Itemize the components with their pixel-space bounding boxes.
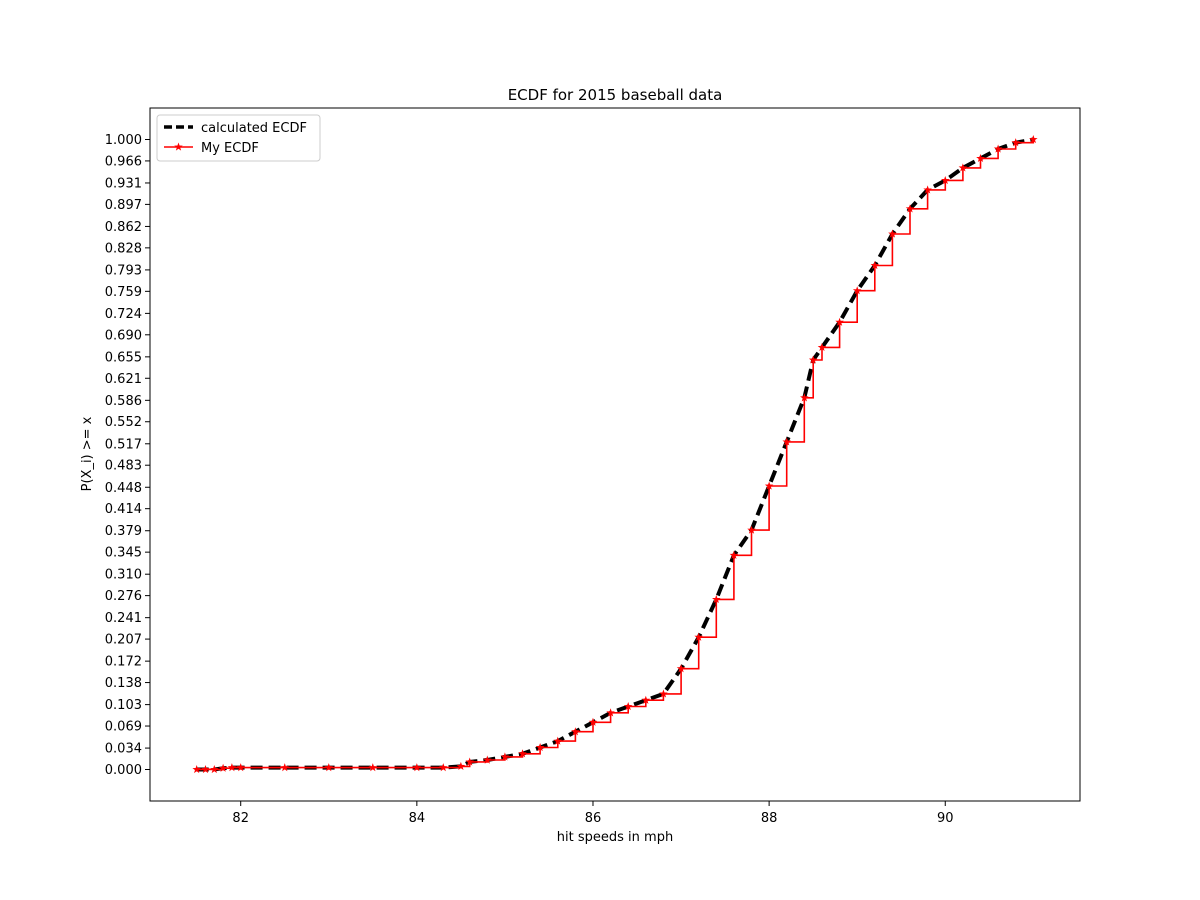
my-ecdf-point [641, 695, 651, 704]
y-tick-label: 0.138 [105, 676, 142, 691]
y-tick-label: 0.172 [105, 655, 142, 670]
series-line-my-ecdf [196, 139, 1035, 771]
y-tick-label: 0.966 [105, 154, 142, 169]
my-ecdf-point [483, 755, 492, 764]
my-ecdf-point [500, 752, 510, 761]
y-tick-label: 0.069 [105, 720, 142, 735]
my-ecdf-point [676, 664, 686, 673]
my-ecdf-point [835, 317, 844, 326]
x-tick-label: 90 [937, 811, 954, 826]
my-ecdf-point [438, 763, 448, 772]
my-ecdf-point [606, 708, 615, 717]
my-ecdf-point [588, 717, 598, 726]
y-tick-label: 0.655 [105, 350, 142, 365]
my-ecdf-point [1011, 138, 1020, 147]
my-ecdf-point [280, 763, 290, 772]
x-tick-label: 84 [409, 811, 426, 826]
my-ecdf-point [324, 763, 334, 772]
y-axis-label: P(X_i) >= x [80, 416, 95, 491]
my-ecdf-point [729, 550, 739, 559]
my-ecdf-point [192, 765, 201, 774]
my-ecdf-point [465, 757, 474, 766]
my-ecdf-point [553, 736, 563, 745]
y-tick-label: 0.345 [105, 546, 142, 561]
my-ecdf-point [412, 763, 422, 772]
my-ecdf-point [940, 175, 950, 185]
my-ecdf-point [210, 765, 219, 774]
y-tick-label: 1.000 [105, 133, 142, 148]
my-ecdf-point [712, 594, 721, 604]
my-ecdf-point [201, 765, 210, 774]
my-ecdf-point [218, 763, 228, 772]
my-ecdf-point [958, 163, 968, 172]
my-ecdf-point [456, 761, 466, 770]
my-ecdf-point [993, 144, 1003, 153]
y-tick-label: 0.586 [105, 394, 142, 409]
y-tick-label: 0.759 [105, 285, 142, 300]
x-axis-label: hit speeds in mph [557, 830, 673, 845]
y-tick-label: 0.034 [105, 742, 142, 757]
my-ecdf-point [888, 229, 897, 238]
my-ecdf-point [518, 749, 527, 758]
y-tick-label: 0.241 [105, 611, 142, 626]
chart-title: ECDF for 2015 baseball data [508, 86, 723, 104]
my-ecdf-point [694, 632, 703, 641]
y-tick-label: 0.103 [105, 698, 142, 713]
legend-label-calculated-ecdf: calculated ECDF [201, 121, 307, 136]
my-ecdf-point [817, 342, 827, 352]
legend-star-icon [174, 142, 183, 151]
my-ecdf-point [923, 185, 932, 194]
x-tick-label: 82 [232, 811, 249, 826]
y-tick-label: 0.828 [105, 241, 142, 256]
y-tick-label: 0.483 [105, 459, 142, 474]
y-tick-label: 0.414 [105, 502, 142, 517]
my-ecdf-point [808, 355, 818, 364]
my-ecdf-point [905, 204, 915, 213]
my-ecdf-point [1029, 135, 1038, 144]
legend-box [156, 114, 321, 162]
y-tick-label: 0.724 [105, 307, 142, 322]
y-tick-label: 0.690 [105, 328, 142, 343]
y-tick-label: 0.448 [105, 481, 142, 496]
my-ecdf-point [764, 481, 774, 490]
series-layer [192, 135, 1038, 774]
my-ecdf-point [227, 763, 237, 772]
y-tick-label: 0.517 [105, 437, 142, 452]
my-ecdf-point [870, 261, 880, 270]
x-tick-label: 86 [585, 811, 602, 826]
my-ecdf-point [976, 153, 985, 163]
y-tick-label: 0.793 [105, 263, 142, 278]
y-tick-label: 0.931 [105, 176, 142, 191]
my-ecdf-point [535, 742, 545, 752]
my-ecdf-point [800, 393, 809, 402]
my-ecdf-point [852, 286, 862, 295]
legend-label-my-ecdf: My ECDF [201, 141, 259, 156]
x-tick-label: 88 [761, 811, 778, 826]
my-ecdf-point [659, 689, 668, 698]
y-tick-label: 0.552 [105, 415, 142, 430]
x-axis-ticks: 82 84 86 88 90 [232, 801, 954, 826]
my-ecdf-point [782, 437, 792, 446]
legend: calculated ECDF My ECDF [156, 114, 321, 162]
y-tick-label: 0.276 [105, 589, 142, 604]
plot-frame [149, 107, 1081, 802]
my-ecdf-point [747, 525, 756, 534]
y-tick-label: 0.379 [105, 524, 142, 539]
y-tick-label: 0.000 [105, 763, 142, 778]
y-tick-label: 0.207 [105, 633, 142, 648]
my-ecdf-point [368, 763, 378, 772]
my-ecdf-point [623, 702, 633, 711]
my-ecdf-point [236, 763, 245, 772]
y-tick-label: 0.862 [105, 220, 142, 235]
my-ecdf-point [571, 727, 580, 736]
y-tick-label: 0.897 [105, 198, 142, 213]
y-tick-label: 0.310 [105, 568, 142, 583]
y-axis-ticks: 0.000 0.034 0.069 0.103 0.138 0.172 0.207 0.241… [105, 133, 150, 778]
y-tick-label: 0.621 [105, 372, 142, 387]
